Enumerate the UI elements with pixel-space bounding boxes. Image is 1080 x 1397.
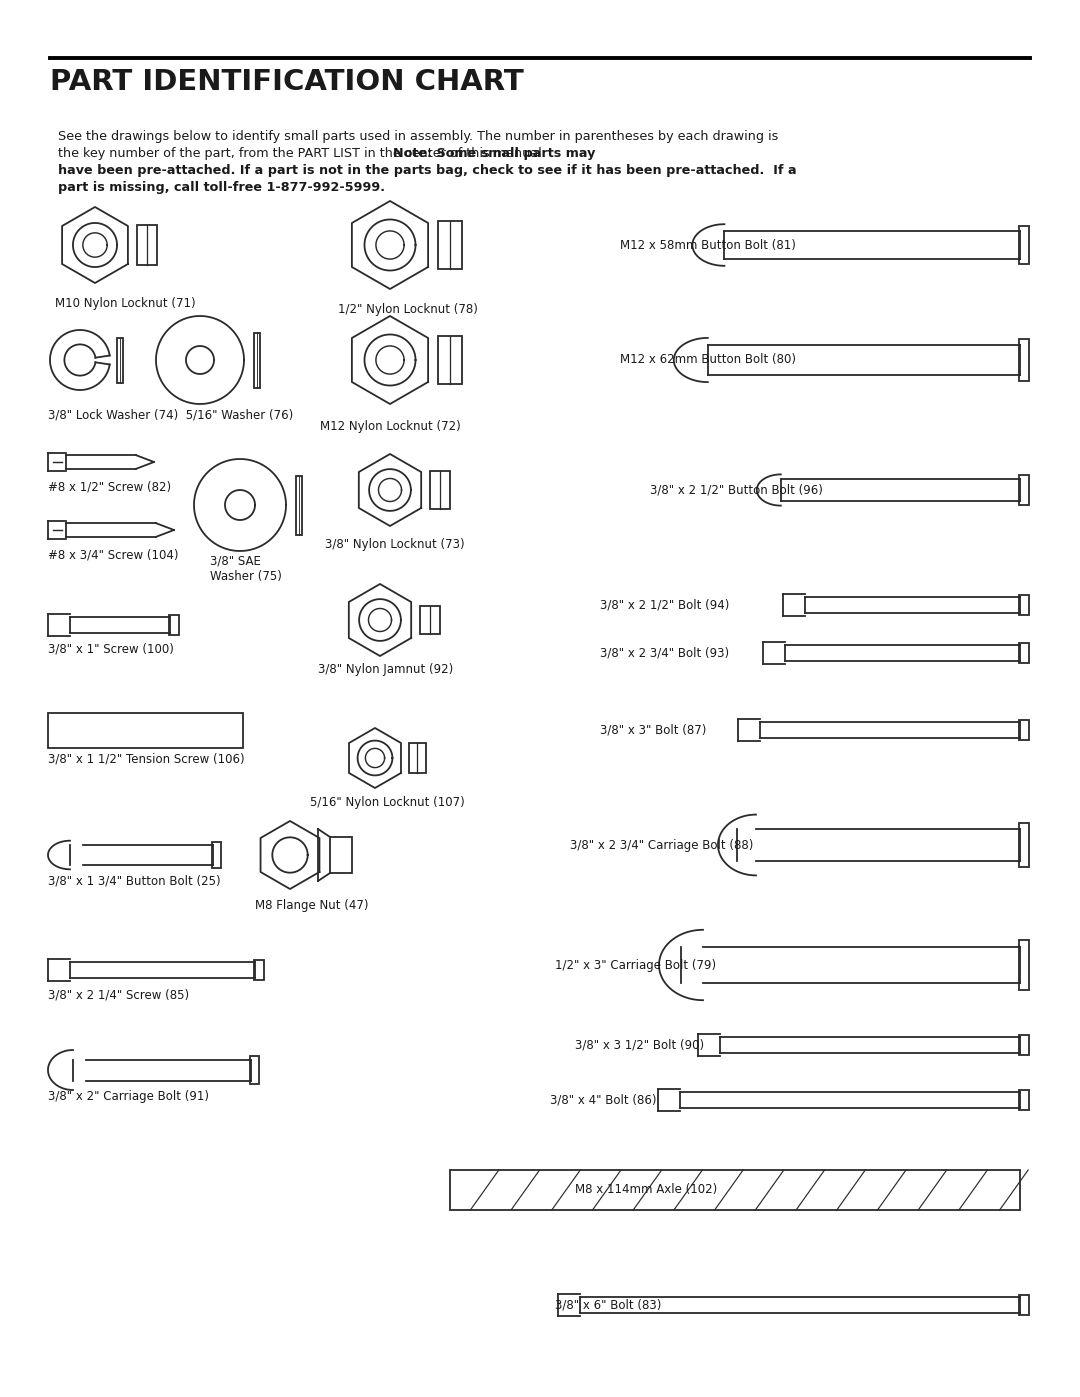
Bar: [212, 842, 221, 868]
Bar: [117, 338, 123, 383]
Text: Note: Some small parts may: Note: Some small parts may: [393, 147, 595, 161]
Bar: [1020, 940, 1029, 990]
Bar: [168, 615, 179, 634]
Text: 3/8" x 2 3/4" Bolt (93): 3/8" x 2 3/4" Bolt (93): [600, 647, 729, 659]
Text: M8 x 114mm Axle (102): M8 x 114mm Axle (102): [575, 1183, 717, 1196]
Text: M8 Flange Nut (47): M8 Flange Nut (47): [255, 900, 368, 912]
Bar: [1020, 1035, 1029, 1055]
Text: 3/8" x 1 3/4" Button Bolt (25): 3/8" x 1 3/4" Button Bolt (25): [48, 875, 220, 888]
Bar: [1020, 719, 1029, 740]
Text: 3/8" x 2 1/4" Screw (85): 3/8" x 2 1/4" Screw (85): [48, 988, 189, 1002]
Text: 3/8" x 1" Screw (100): 3/8" x 1" Screw (100): [48, 643, 174, 657]
Text: 3/8" x 3 1/2" Bolt (90): 3/8" x 3 1/2" Bolt (90): [575, 1038, 704, 1052]
Text: 3/8" Nylon Jamnut (92): 3/8" Nylon Jamnut (92): [318, 664, 454, 676]
Bar: [296, 475, 302, 535]
Bar: [438, 337, 462, 384]
Text: 3/8" Lock Washer (74)  5/16" Washer (76): 3/8" Lock Washer (74) 5/16" Washer (76): [48, 408, 294, 420]
Bar: [254, 332, 260, 387]
Text: M10 Nylon Locknut (71): M10 Nylon Locknut (71): [55, 298, 195, 310]
Text: 3/8" x 2 1/2" Bolt (94): 3/8" x 2 1/2" Bolt (94): [600, 598, 729, 612]
Text: 3/8" x 3" Bolt (87): 3/8" x 3" Bolt (87): [600, 724, 706, 736]
Text: 3/8" x 2 1/2" Button Bolt (96): 3/8" x 2 1/2" Button Bolt (96): [650, 483, 823, 496]
Bar: [430, 471, 450, 509]
Text: M12 x 62mm Button Bolt (80): M12 x 62mm Button Bolt (80): [620, 353, 796, 366]
Text: #8 x 1/2" Screw (82): #8 x 1/2" Screw (82): [48, 481, 171, 493]
Text: 3/8" x 1 1/2" Tension Screw (106): 3/8" x 1 1/2" Tension Screw (106): [48, 752, 245, 766]
Bar: [1020, 1295, 1029, 1315]
Text: PART IDENTIFICATION CHART: PART IDENTIFICATION CHART: [50, 68, 524, 96]
Bar: [1020, 823, 1029, 866]
Bar: [1020, 595, 1029, 615]
Text: 3/8" SAE
Washer (75): 3/8" SAE Washer (75): [210, 555, 282, 583]
Bar: [1020, 225, 1029, 264]
Bar: [48, 712, 243, 747]
Bar: [249, 1056, 258, 1084]
Text: 3/8" x 4" Bolt (86): 3/8" x 4" Bolt (86): [550, 1094, 657, 1106]
Text: the key number of the part, from the PART LIST in the center of this manual.: the key number of the part, from the PAR…: [58, 147, 550, 161]
Bar: [1020, 643, 1029, 664]
Text: 3/8" x 2 3/4" Carriage Bolt (88): 3/8" x 2 3/4" Carriage Bolt (88): [570, 838, 754, 852]
Text: See the drawings below to identify small parts used in assembly. The number in p: See the drawings below to identify small…: [58, 130, 779, 142]
Bar: [330, 837, 352, 873]
Bar: [438, 221, 462, 270]
Text: M12 x 58mm Button Bolt (81): M12 x 58mm Button Bolt (81): [620, 239, 796, 251]
Bar: [137, 225, 157, 265]
Text: 3/8" Nylon Locknut (73): 3/8" Nylon Locknut (73): [325, 538, 464, 550]
Text: have been pre-attached. If a part is not in the parts bag, check to see if it ha: have been pre-attached. If a part is not…: [58, 163, 797, 177]
Text: part is missing, call toll-free 1-877-992-5999.: part is missing, call toll-free 1-877-99…: [58, 182, 384, 194]
Text: 5/16" Nylon Locknut (107): 5/16" Nylon Locknut (107): [310, 796, 464, 809]
Text: 3/8" x 2" Carriage Bolt (91): 3/8" x 2" Carriage Bolt (91): [48, 1090, 210, 1104]
Text: 3/8" x 6" Bolt (83): 3/8" x 6" Bolt (83): [555, 1298, 661, 1312]
Text: M12 Nylon Locknut (72): M12 Nylon Locknut (72): [320, 420, 461, 433]
Bar: [450, 1171, 1020, 1210]
Bar: [1020, 1090, 1029, 1109]
Bar: [420, 606, 440, 634]
Bar: [254, 960, 264, 979]
Bar: [408, 743, 426, 773]
Text: 1/2" x 3" Carriage Bolt (79): 1/2" x 3" Carriage Bolt (79): [555, 958, 716, 971]
Text: 1/2" Nylon Locknut (78): 1/2" Nylon Locknut (78): [338, 303, 477, 316]
Bar: [1020, 339, 1029, 380]
Bar: [1020, 475, 1029, 504]
Text: #8 x 3/4" Screw (104): #8 x 3/4" Screw (104): [48, 548, 178, 562]
